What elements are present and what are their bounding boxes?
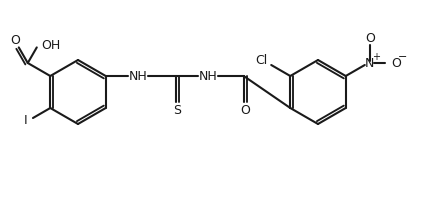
Text: +: + [372,52,380,62]
Text: O: O [391,57,401,70]
Text: OH: OH [41,39,60,52]
Text: O: O [10,34,20,47]
Text: S: S [173,103,181,116]
Text: O: O [365,32,375,45]
Text: NH: NH [198,70,217,83]
Text: N: N [365,57,375,70]
Text: −: − [398,52,407,62]
Text: NH: NH [128,70,147,83]
Text: O: O [240,103,250,116]
Text: Cl: Cl [255,54,267,67]
Text: I: I [24,113,28,126]
